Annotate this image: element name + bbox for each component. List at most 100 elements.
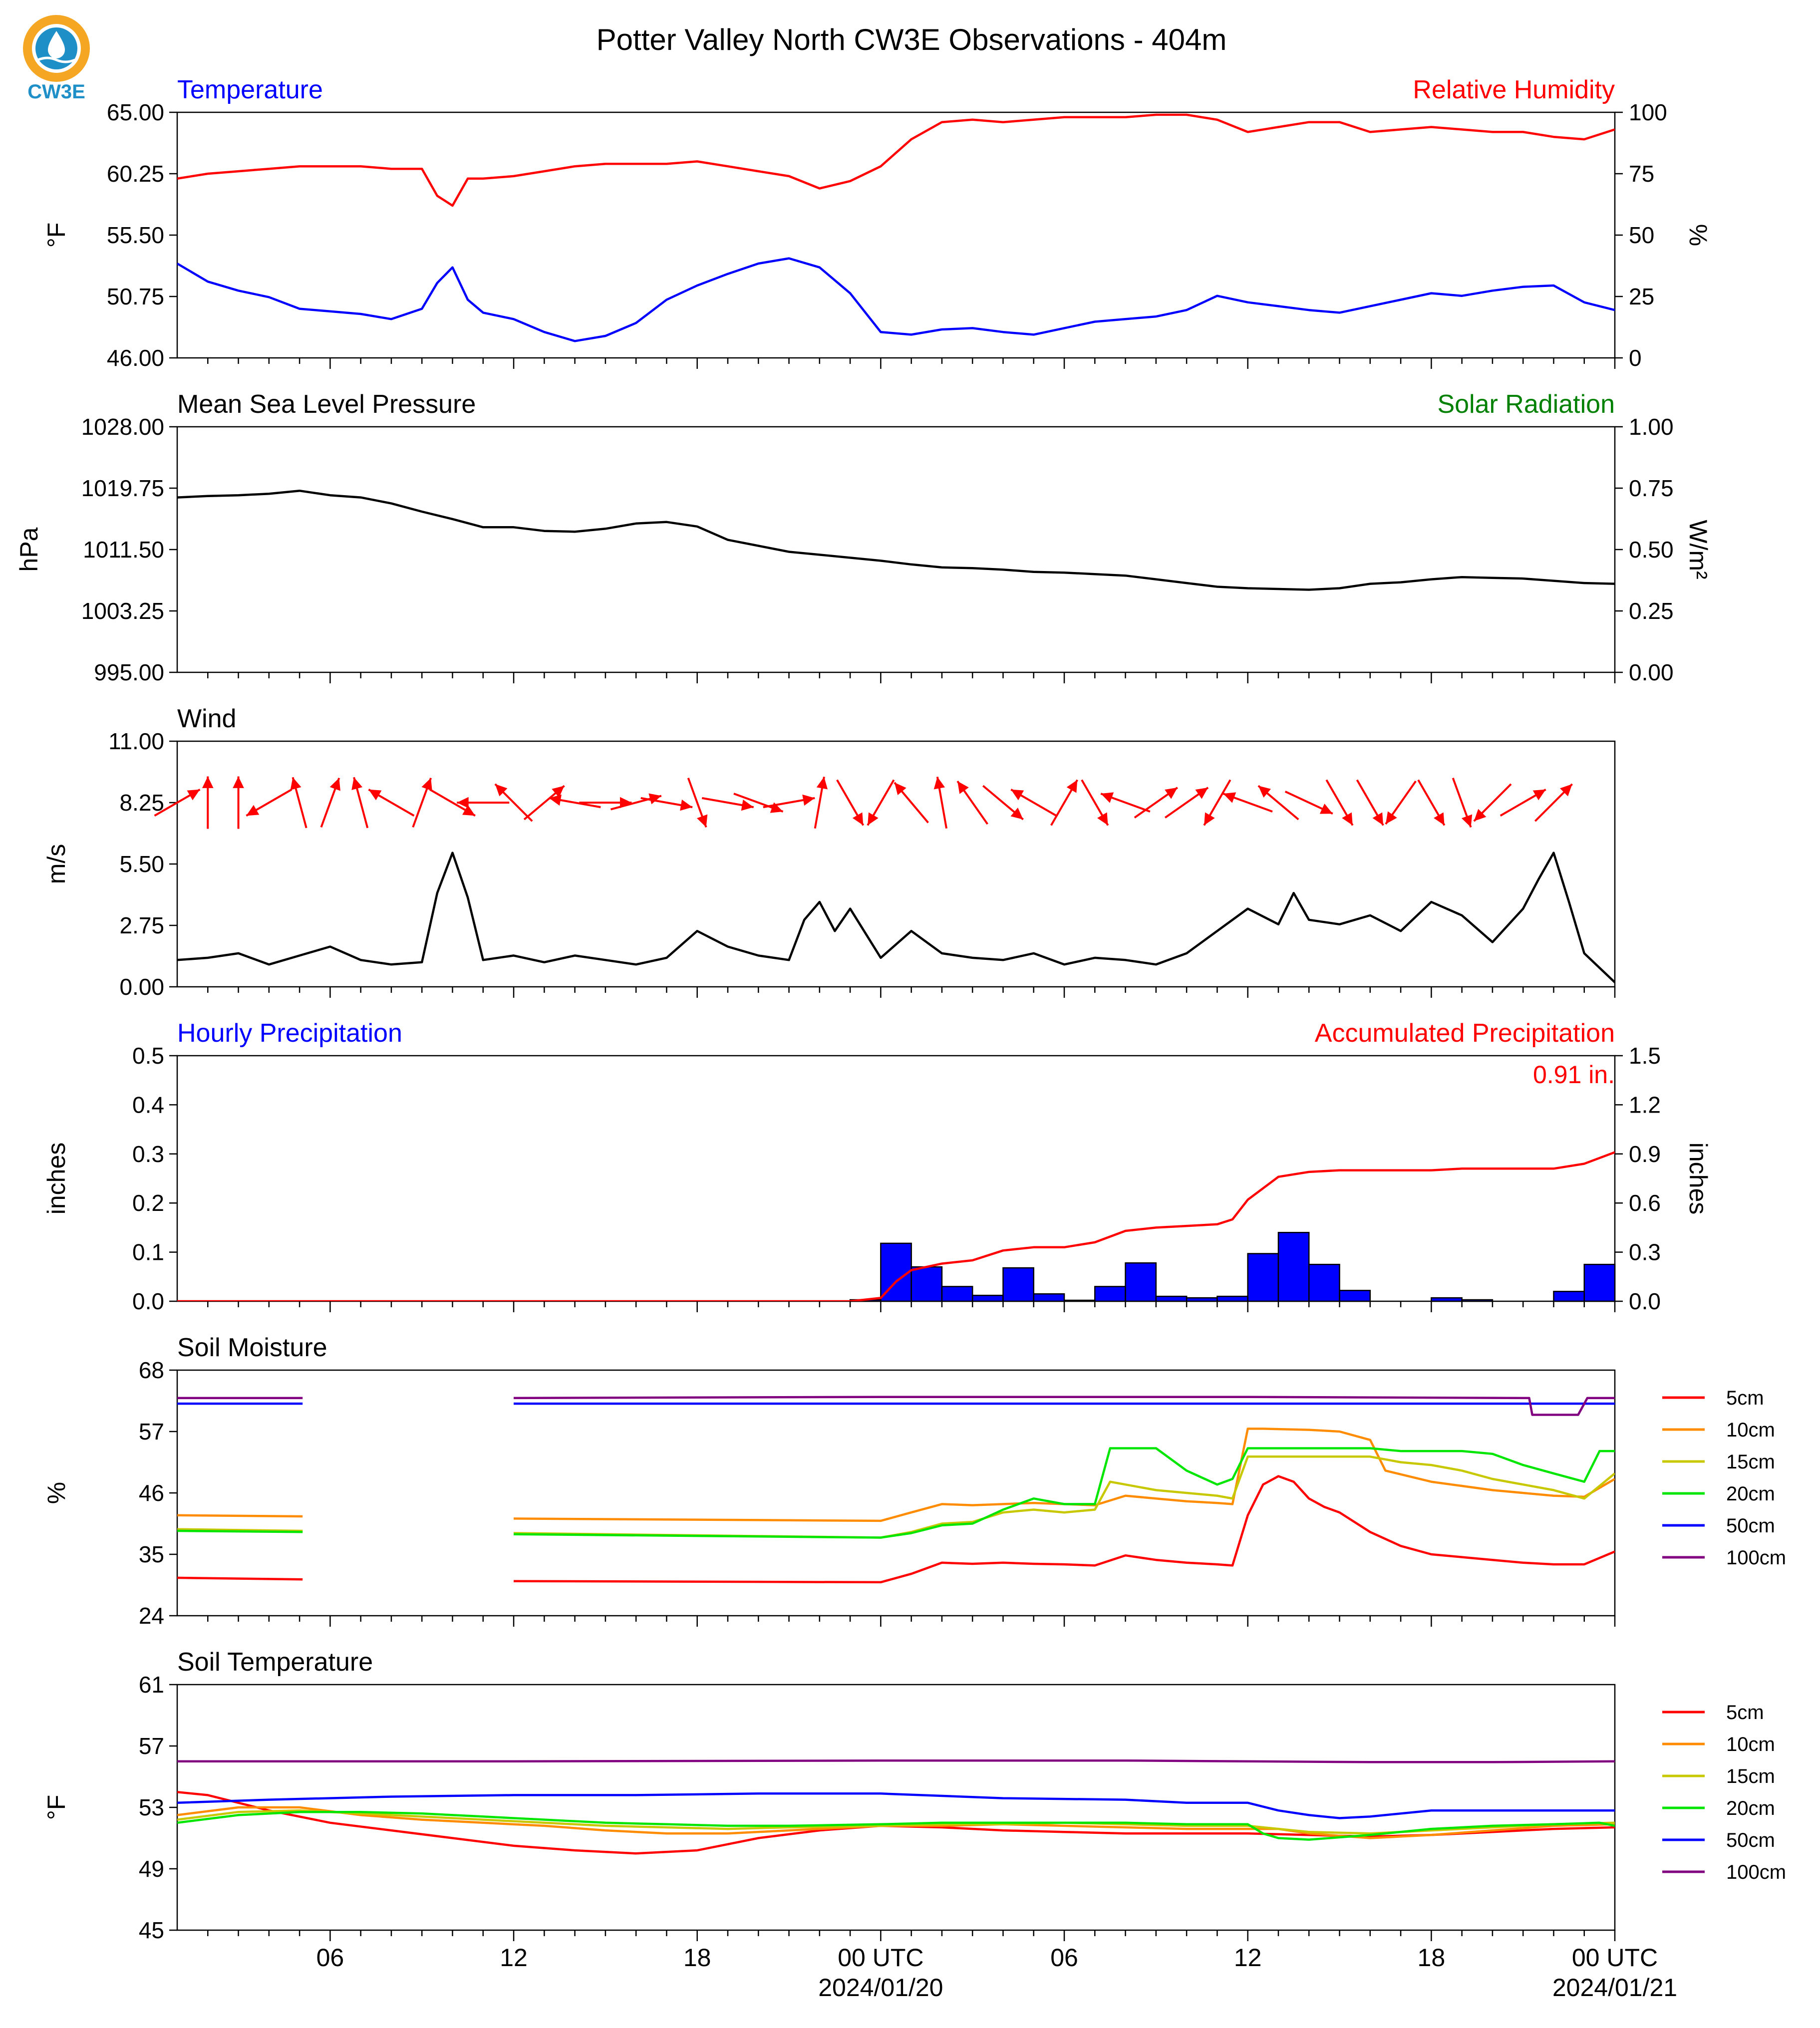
accumulated-total-label: 0.91 in.: [1533, 1061, 1615, 1089]
series-line-1: [177, 113, 1615, 207]
wind-arrow: [894, 782, 929, 824]
wind-arrow-head: [290, 777, 302, 790]
wind-arrow-head: [1372, 812, 1384, 826]
y-tick-label: 61: [139, 1672, 164, 1698]
wind-arrow-head: [1474, 809, 1487, 822]
wind-arrow: [1164, 787, 1209, 819]
wind-arrow: [429, 789, 476, 817]
wind-arrow: [836, 779, 865, 826]
series-line-15cm: [177, 1809, 1615, 1835]
y-axis-label-right: W/m²: [1684, 520, 1712, 579]
wind-arrow-head: [1385, 811, 1397, 825]
y-tick-label: 0.5: [132, 1043, 164, 1069]
wind-arrow-head: [187, 789, 200, 801]
wind-arrow-head: [457, 797, 469, 809]
series-line-5cm: [177, 1475, 1615, 1584]
series-line-50cm: [177, 1792, 1615, 1819]
x-tick-label: 18: [683, 1944, 711, 1972]
wind-arrow: [933, 776, 948, 829]
wind-arrow-head: [868, 812, 879, 826]
legend-label: 5cm: [1726, 1387, 1764, 1409]
legend-label: 100cm: [1726, 1547, 1786, 1569]
wind-arrow-head: [246, 805, 260, 816]
series-line-0: [177, 257, 1615, 342]
panel-title-left: Mean Sea Level Pressure: [177, 390, 476, 419]
wind-arrow: [1081, 779, 1109, 826]
wind-arrow-head: [549, 794, 562, 806]
y-tick-label: 50.75: [107, 284, 164, 309]
y-tick-label: 57: [139, 1733, 164, 1759]
series-line-0: [177, 489, 1615, 591]
wind-arrow-head: [816, 777, 828, 790]
wind-arrow: [1452, 777, 1473, 828]
y-tick-label: 8.25: [119, 790, 164, 816]
wind-arrow-head: [329, 778, 340, 791]
y-tick-label: 55.50: [107, 222, 164, 248]
wind-arrow-head: [368, 789, 382, 801]
wind-arrow: [956, 780, 988, 825]
wind-arrow-head: [1195, 787, 1209, 799]
wind-arrow: [1325, 779, 1354, 826]
precip-bar: [941, 1286, 973, 1302]
precip-bar: [1155, 1295, 1188, 1302]
legend-label: 50cm: [1726, 1515, 1775, 1537]
wind-arrow: [1203, 779, 1231, 826]
chart-panel-4: 68 57 46 35 24% Soil Moisture 5cm 10cm 15cm 20cm 5…: [42, 1333, 1786, 1629]
precip-bar: [1461, 1299, 1494, 1302]
x-date-label: 2024/01/21: [1552, 1974, 1677, 2002]
y-tick-label-right: 50: [1629, 222, 1654, 248]
legend-label: 20cm: [1726, 1483, 1775, 1505]
logo-text: CW3E: [27, 81, 85, 103]
logo-wave-icon: [37, 56, 75, 63]
legend-label: 10cm: [1726, 1419, 1775, 1441]
chart-panel-1: 1028.00 1019.75 1011.50 1003.25 995.00 1.00 0.…: [15, 390, 1712, 685]
wind-arrow: [1284, 790, 1333, 815]
wind-arrow: [549, 794, 601, 809]
y-axis-label: °F: [42, 223, 70, 248]
wind-arrow: [640, 797, 693, 811]
wind-arrow-head: [1461, 814, 1473, 828]
wind-arrow-head: [552, 786, 565, 798]
y-tick-label-right: 0.9: [1629, 1141, 1661, 1167]
chart-panel-5: 61 57 53 49 45 °F Soil Temperature 5cm 10cm 15cm 2…: [42, 1648, 1786, 1943]
legend-label: 50cm: [1726, 1829, 1775, 1851]
wind-arrow: [610, 793, 662, 811]
x-tick-label: 18: [1418, 1944, 1446, 1972]
wind-arrow-head: [233, 776, 244, 788]
legend-label: 5cm: [1726, 1702, 1764, 1724]
wind-arrow-head: [1532, 789, 1546, 801]
wind-arrow-head: [697, 814, 708, 828]
series-line-20cm: [177, 1810, 1615, 1841]
legend-label: 20cm: [1726, 1797, 1775, 1819]
x-tick-label: 12: [1234, 1944, 1262, 1972]
wind-arrow: [1134, 787, 1179, 819]
wind-arrow-head: [495, 784, 508, 797]
wind-arrow-head: [462, 805, 475, 816]
legend-label: 10cm: [1726, 1734, 1775, 1755]
y-tick-label: 0.00: [119, 974, 164, 1000]
precip-bar: [1125, 1262, 1157, 1302]
wind-arrow-head: [1097, 812, 1108, 826]
precip-bar: [1216, 1295, 1248, 1302]
panel-title-left: Soil Temperature: [177, 1648, 373, 1677]
wind-arrow: [1534, 783, 1573, 822]
y-axis-label: °F: [42, 1795, 70, 1820]
x-date-label: 2024/01/20: [818, 1974, 943, 2002]
precip-bar: [1002, 1267, 1034, 1302]
wind-arrow-head: [1258, 786, 1271, 798]
wind-arrow-head: [933, 777, 945, 790]
y-tick-label: 65.00: [107, 99, 164, 125]
series-line-accumulated: [177, 1151, 1615, 1301]
precip-bar: [1033, 1293, 1065, 1302]
wind-arrow-head: [1560, 784, 1572, 797]
wind-arrow-head: [1165, 787, 1178, 799]
precip-bar: [1094, 1286, 1126, 1302]
y-axis-label: inches: [42, 1143, 70, 1215]
y-tick-label-right: 25: [1629, 284, 1654, 309]
y-tick-label: 68: [139, 1357, 164, 1383]
wind-arrow-head: [1342, 812, 1353, 826]
y-tick-label: 35: [139, 1541, 164, 1567]
precip-bar: [1186, 1297, 1218, 1302]
y-tick-label-right: 0: [1629, 345, 1642, 371]
